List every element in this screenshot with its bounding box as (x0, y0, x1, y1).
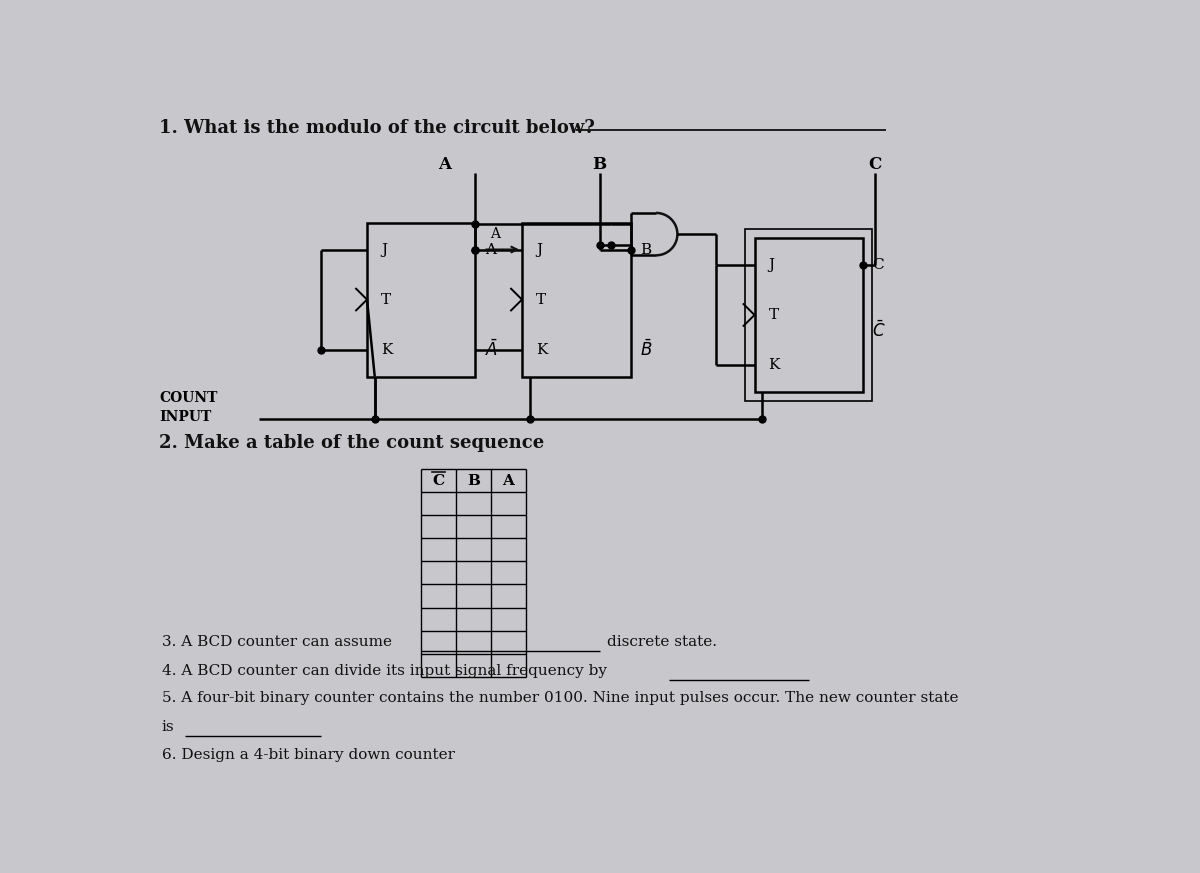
Text: B: B (593, 155, 606, 173)
Text: K: K (536, 342, 547, 356)
Text: COUNT
INPUT: COUNT INPUT (160, 391, 217, 423)
Text: C: C (433, 473, 445, 487)
Text: A: A (485, 243, 496, 257)
Text: 4. A BCD counter can divide its input signal frequency by: 4. A BCD counter can divide its input si… (162, 663, 607, 677)
Bar (755, 238, 863, 392)
Text: J: J (536, 243, 542, 257)
Text: $\bar{C}$: $\bar{C}$ (872, 320, 886, 340)
Text: C: C (868, 155, 881, 173)
Text: A: A (490, 227, 500, 241)
Bar (367, 223, 475, 376)
Text: B: B (467, 473, 480, 487)
Text: 2. Make a table of the count sequence: 2. Make a table of the count sequence (160, 435, 545, 452)
Text: is: is (162, 720, 174, 734)
Text: T: T (768, 308, 779, 322)
Text: T: T (536, 292, 546, 306)
Text: B: B (640, 243, 650, 257)
Text: 5. A four-bit binary counter contains the number 0100. Nine input pulses occur. : 5. A four-bit binary counter contains th… (162, 691, 958, 705)
Text: C: C (872, 258, 884, 272)
Text: $\bar{A}$: $\bar{A}$ (485, 340, 498, 360)
Text: K: K (380, 342, 392, 356)
Bar (522, 223, 630, 376)
Text: J: J (380, 243, 388, 257)
Text: 6. Design a 4-bit binary down counter: 6. Design a 4-bit binary down counter (162, 748, 455, 762)
Text: A: A (503, 473, 515, 487)
Bar (745, 229, 872, 402)
Text: discrete state.: discrete state. (607, 636, 718, 650)
Text: 3. A BCD counter can assume: 3. A BCD counter can assume (162, 636, 391, 650)
Text: T: T (380, 292, 391, 306)
Text: $\bar{B}$: $\bar{B}$ (640, 340, 652, 360)
Text: J: J (768, 258, 774, 272)
Text: K: K (768, 358, 780, 372)
Text: 1. What is the modulo of the circuit below?: 1. What is the modulo of the circuit bel… (160, 119, 595, 136)
Text: A: A (438, 155, 451, 173)
